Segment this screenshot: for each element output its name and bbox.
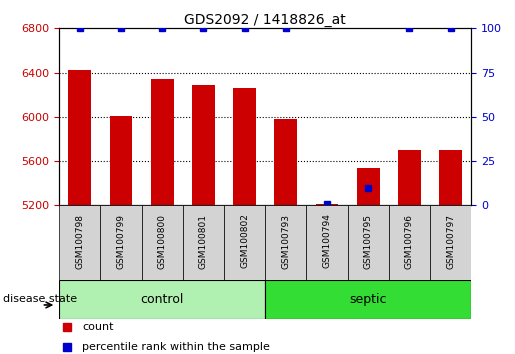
Bar bbox=[142, 205, 183, 280]
Text: GSM100802: GSM100802 bbox=[240, 213, 249, 268]
Text: GSM100793: GSM100793 bbox=[281, 213, 290, 268]
Text: GSM100800: GSM100800 bbox=[158, 213, 167, 268]
Bar bbox=[151, 79, 174, 205]
Bar bbox=[348, 205, 389, 280]
Bar bbox=[274, 119, 297, 205]
Bar bbox=[68, 70, 91, 205]
Bar bbox=[389, 205, 430, 280]
Text: disease state: disease state bbox=[3, 294, 77, 304]
Bar bbox=[110, 116, 132, 205]
Bar bbox=[224, 205, 265, 280]
Bar bbox=[233, 88, 256, 205]
Bar bbox=[183, 205, 224, 280]
Bar bbox=[192, 85, 215, 205]
Bar bbox=[439, 150, 462, 205]
Text: GSM100795: GSM100795 bbox=[364, 213, 373, 268]
Bar bbox=[59, 205, 100, 280]
Bar bbox=[398, 150, 421, 205]
Text: GSM100799: GSM100799 bbox=[116, 213, 126, 268]
Bar bbox=[100, 205, 142, 280]
Bar bbox=[430, 205, 471, 280]
Text: GSM100801: GSM100801 bbox=[199, 213, 208, 268]
Bar bbox=[306, 205, 348, 280]
Text: septic: septic bbox=[350, 293, 387, 306]
Text: GSM100794: GSM100794 bbox=[322, 213, 332, 268]
Text: GSM100796: GSM100796 bbox=[405, 213, 414, 268]
Bar bbox=[357, 168, 380, 205]
Title: GDS2092 / 1418826_at: GDS2092 / 1418826_at bbox=[184, 13, 346, 27]
Text: percentile rank within the sample: percentile rank within the sample bbox=[82, 342, 270, 352]
Text: count: count bbox=[82, 322, 113, 332]
Text: control: control bbox=[141, 293, 184, 306]
Bar bbox=[265, 280, 471, 319]
Text: GSM100798: GSM100798 bbox=[75, 213, 84, 268]
Text: GSM100797: GSM100797 bbox=[446, 213, 455, 268]
Bar bbox=[265, 205, 306, 280]
Bar bbox=[59, 280, 265, 319]
Bar bbox=[316, 204, 338, 205]
